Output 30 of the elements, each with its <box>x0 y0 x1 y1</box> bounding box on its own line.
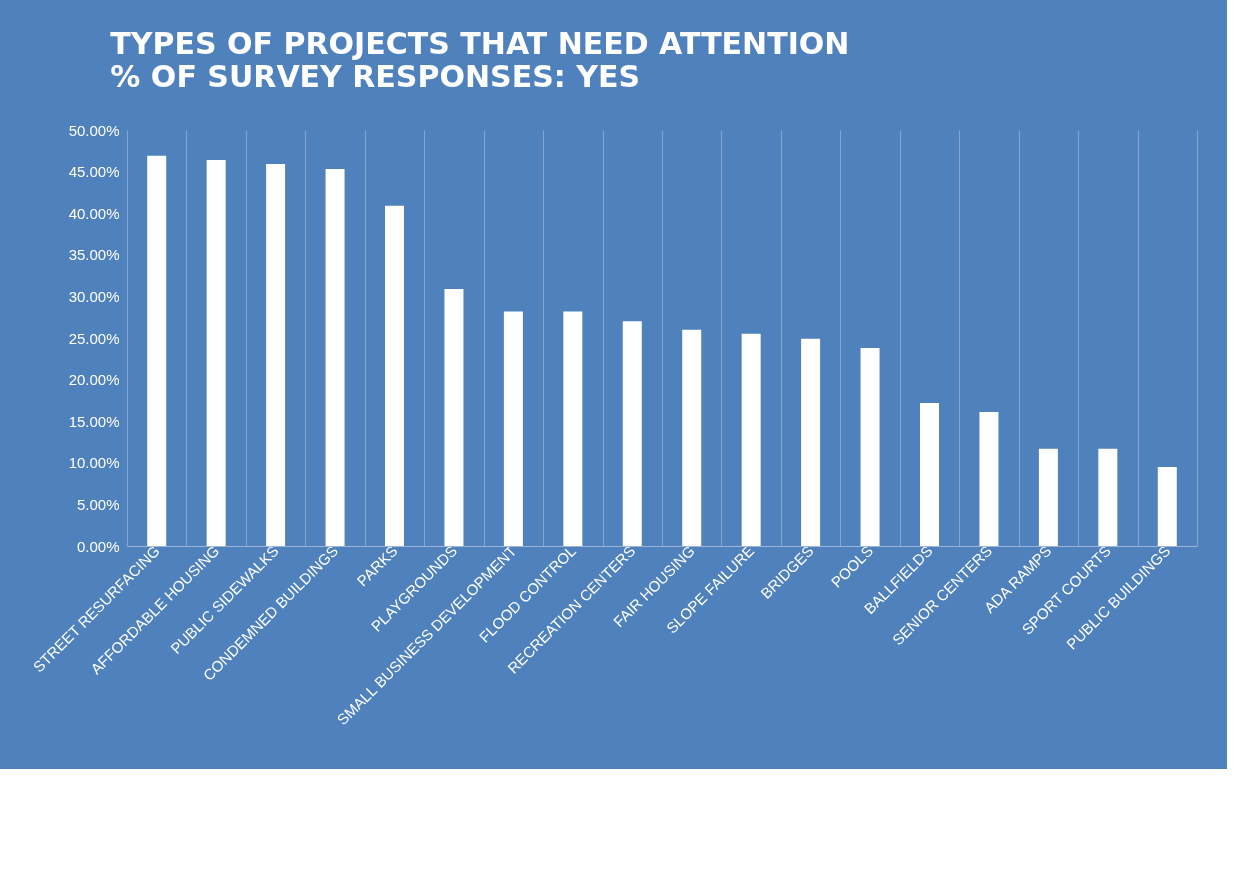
bar <box>563 311 583 546</box>
bar <box>444 288 464 546</box>
y-tick-label: 20.00% <box>68 371 120 389</box>
y-tick-label: 35.00% <box>68 246 120 264</box>
y-tick-label: 30.00% <box>68 287 120 305</box>
bar <box>860 347 880 546</box>
bar <box>1098 448 1118 546</box>
y-tick-label: 10.00% <box>68 454 120 472</box>
y-tick-label: 40.00% <box>68 204 120 222</box>
y-tick-label: 15.00% <box>68 412 120 430</box>
y-tick-label: 5.00% <box>76 495 120 513</box>
bar <box>920 402 939 546</box>
y-tick-label: 25.00% <box>68 329 120 347</box>
bar <box>385 205 404 546</box>
bar <box>622 321 642 546</box>
chart-subtitle: % OF SURVEY RESPONSES: YES <box>110 59 641 94</box>
bar <box>682 329 702 546</box>
bar <box>325 169 345 546</box>
bar <box>206 159 226 546</box>
bar <box>801 338 821 546</box>
bar <box>1038 448 1058 546</box>
bar <box>266 164 286 546</box>
bar <box>147 155 167 546</box>
y-tick-label: 50.00% <box>68 121 120 139</box>
bar <box>1157 466 1177 546</box>
bar <box>503 311 523 546</box>
bar <box>979 412 999 546</box>
bar <box>741 333 761 546</box>
chart-title: TYPES OF PROJECTS THAT NEED ATTENTION <box>110 26 850 61</box>
y-tick-label: 45.00% <box>68 163 120 181</box>
